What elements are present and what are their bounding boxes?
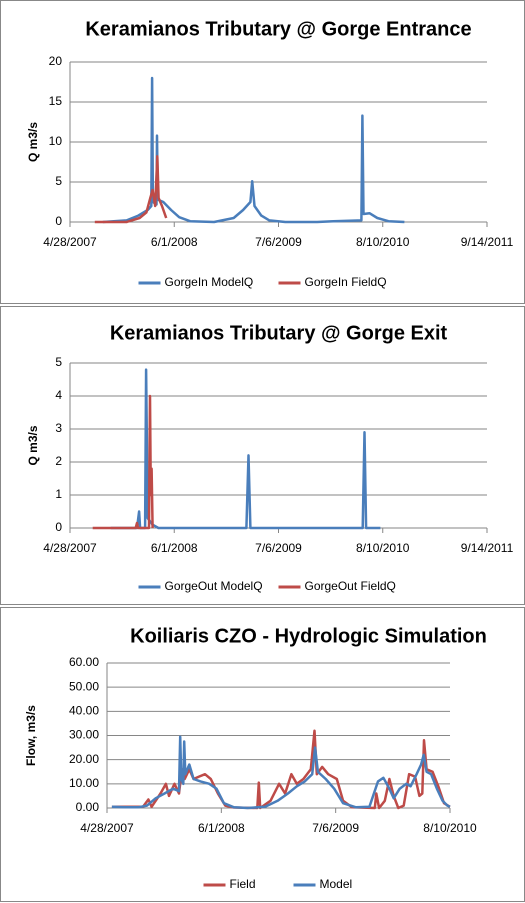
y-tick-label: 40.00 <box>69 704 99 718</box>
x-tick-label: 6/1/2008 <box>151 541 198 555</box>
legend-label: GorgeOut ModelQ <box>165 579 263 593</box>
x-tick-label: 4/28/2007 <box>80 821 134 835</box>
series-line <box>94 155 168 224</box>
y-tick-label: 60.00 <box>69 655 99 669</box>
y-tick-label: 30.00 <box>69 728 99 742</box>
y-tick-label: 10.00 <box>69 776 99 790</box>
x-tick-label: 8/10/2010 <box>356 541 410 555</box>
x-tick-label: 6/1/2008 <box>198 821 245 835</box>
y-tick-label: 20 <box>49 54 63 68</box>
y-tick-label: 5 <box>55 174 62 188</box>
y-tick-label: 4 <box>55 388 62 402</box>
y-tick-label: 0.00 <box>76 800 100 814</box>
legend-label: Model <box>320 877 353 891</box>
series-line <box>92 394 154 530</box>
legend-label: GorgeOut FieldQ <box>305 579 396 593</box>
y-tick-label: 10 <box>49 134 63 148</box>
x-tick-label: 4/28/2007 <box>43 235 97 249</box>
y-tick-label: 3 <box>55 421 62 435</box>
y-axis-label: Q m3/s <box>26 425 40 465</box>
series-line <box>110 368 381 530</box>
legend-label: Field <box>230 877 256 891</box>
x-tick-label: 7/6/2009 <box>255 235 302 249</box>
y-tick-label: 0 <box>55 520 62 534</box>
y-tick-label: 20.00 <box>69 752 99 766</box>
x-tick-label: 7/6/2009 <box>312 821 359 835</box>
x-tick-label: 9/14/2011 <box>461 235 514 249</box>
y-tick-label: 50.00 <box>69 679 99 693</box>
x-tick-label: 4/28/2007 <box>43 541 97 555</box>
y-axis-label: Flow, m3/s <box>24 705 38 766</box>
panel <box>0 0 525 304</box>
legend-label: GorgeIn ModelQ <box>165 275 254 289</box>
panel <box>0 607 525 902</box>
series-line <box>102 76 405 224</box>
y-tick-label: 5 <box>55 355 62 369</box>
y-axis-label: Q m3/s <box>26 122 40 162</box>
x-tick-label: 8/10/2010 <box>423 821 477 835</box>
series-line <box>111 735 451 810</box>
panel <box>0 306 525 605</box>
x-tick-label: 7/6/2009 <box>255 541 302 555</box>
chart-title: Keramianos Tributary @ Gorge Entrance <box>85 18 471 40</box>
y-tick-label: 2 <box>55 454 62 468</box>
y-tick-label: 0 <box>55 214 62 228</box>
legend-label: GorgeIn FieldQ <box>305 275 387 289</box>
chart-title: Koiliaris CZO - Hydrologic Simulation <box>130 625 487 647</box>
x-tick-label: 6/1/2008 <box>151 235 198 249</box>
chart-title: Keramianos Tributary @ Gorge Exit <box>110 322 448 344</box>
x-tick-label: 8/10/2010 <box>356 235 410 249</box>
y-tick-label: 1 <box>55 487 62 501</box>
x-tick-label: 9/14/2011 <box>461 541 514 555</box>
y-tick-label: 15 <box>49 94 63 108</box>
